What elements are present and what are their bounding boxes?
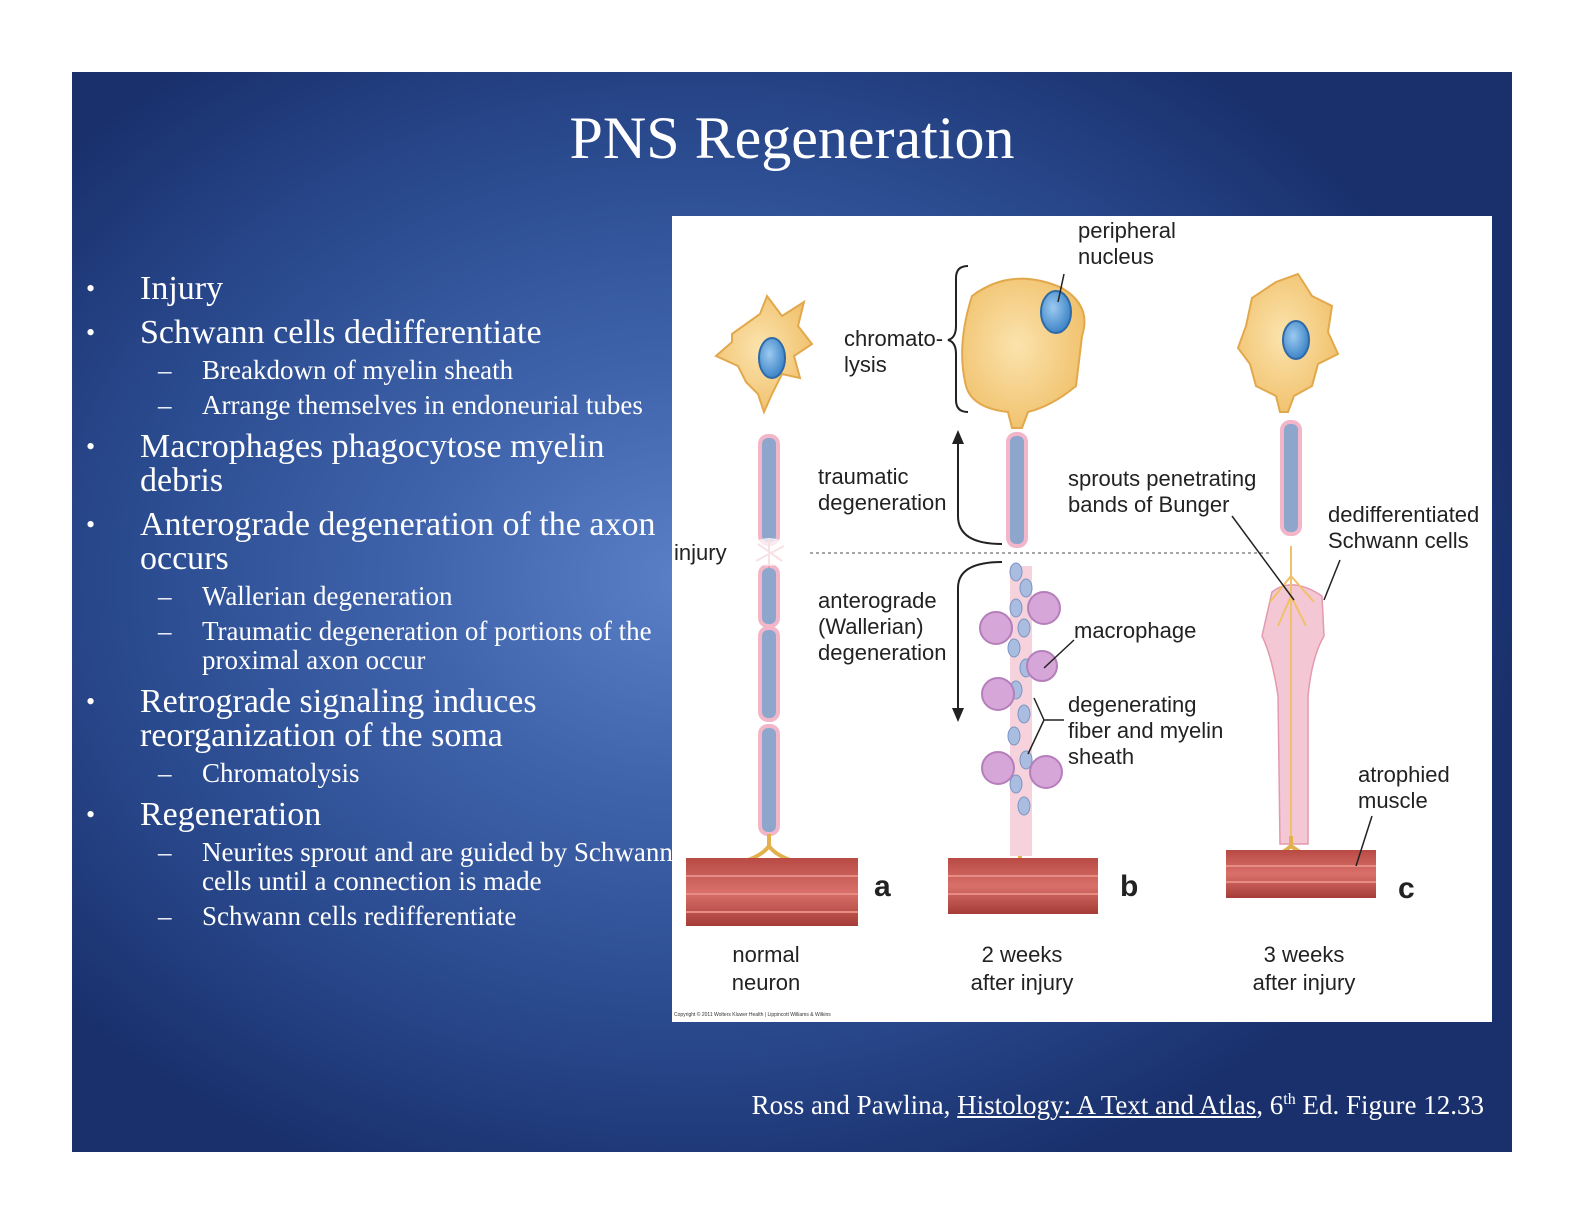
panel-b-neuron — [947, 265, 1098, 914]
label-sprouts: bands of Bunger — [1068, 492, 1229, 517]
bullet-item: • Anterograde degeneration of the axon oc… — [82, 508, 682, 576]
label-chromatolysis: chromato- — [844, 326, 943, 351]
bullet-item: • Macrophages phagocytose myelin debris — [82, 430, 682, 498]
citation: Ross and Pawlina, Histology: A Text and … — [752, 1090, 1484, 1121]
panel-caption: 2 weeks — [982, 942, 1063, 967]
citation-book-title: Histology: A Text and Atlas — [957, 1090, 1257, 1120]
panel-letter: c — [1398, 872, 1415, 905]
bullet-symbol: • — [86, 432, 96, 461]
sub-bullet-text: Breakdown of myelin sheath — [202, 355, 514, 385]
figure-illustration: peripheral nucleus chromato- lysis traum… — [674, 218, 1479, 1018]
sub-bullet-text: Wallerian degeneration — [202, 581, 453, 611]
label-macrophage: macrophage — [1074, 618, 1196, 643]
citation-authors: Ross and Pawlina, — [751, 1090, 958, 1120]
label-peripheral-nucleus: nucleus — [1078, 244, 1154, 269]
panel-caption: normal — [732, 942, 799, 967]
sub-bullet-text: Traumatic degeneration of portions of th… — [202, 616, 652, 675]
citation-edition-sup: th — [1283, 1091, 1296, 1108]
sub-bullet-text: Arrange themselves in endoneurial tubes — [202, 390, 643, 420]
sub-bullet-item: – Traumatic degeneration of portions of t… — [82, 617, 682, 675]
bullet-symbol: • — [86, 274, 96, 303]
sub-bullet-item: – Schwann cells redifferentiate — [82, 902, 682, 931]
panel-c-neuron — [1226, 272, 1376, 898]
label-degenerating: sheath — [1068, 744, 1134, 769]
bullet-item: • Schwann cells dedifferentiate — [82, 316, 682, 350]
bullet-text: Schwann cells dedifferentiate — [140, 314, 542, 351]
panel-caption: after injury — [971, 970, 1074, 995]
panel-caption: 3 weeks — [1264, 942, 1345, 967]
leader-lines — [1027, 273, 1373, 867]
panel-letter: b — [1120, 870, 1138, 903]
sub-bullet-text: Neurites sprout and are guided by Schwan… — [202, 837, 673, 896]
bullet-list: • Injury • Schwann cells dedifferentiate –… — [82, 262, 682, 931]
label-traumatic-degeneration: degeneration — [818, 490, 946, 515]
label-peripheral-nucleus: peripheral — [1078, 218, 1176, 243]
sub-bullet-item: – Neurites sprout and are guided by Schwa… — [82, 838, 682, 896]
panel-caption: after injury — [1253, 970, 1356, 995]
label-traumatic-degeneration: traumatic — [818, 464, 908, 489]
label-atrophied-muscle: muscle — [1358, 788, 1428, 813]
sub-bullet-item: – Chromatolysis — [82, 759, 682, 788]
label-anterograde: anterograde — [818, 588, 937, 613]
bullet-text: Regeneration — [140, 796, 322, 833]
citation-figure-ref: Ed. Figure 12.33 — [1295, 1090, 1485, 1120]
bullet-item: • Injury — [82, 272, 682, 306]
sub-bullet-text: Schwann cells redifferentiate — [202, 901, 517, 931]
bullet-symbol: • — [86, 510, 96, 539]
dash-symbol: – — [158, 901, 172, 931]
figure-labels: peripheral nucleus chromato- lysis traum… — [674, 218, 1479, 1018]
label-degenerating: degenerating — [1068, 692, 1196, 717]
dash-symbol: – — [158, 837, 172, 867]
macrophage-cells — [979, 591, 1063, 789]
bullet-symbol: • — [86, 800, 96, 829]
sub-bullet-item: – Breakdown of myelin sheath — [82, 356, 682, 385]
label-sprouts: sprouts penetrating — [1068, 466, 1256, 491]
label-anterograde: degeneration — [818, 640, 946, 665]
label-anterograde: (Wallerian) — [818, 614, 924, 639]
nerve-regeneration-figure: peripheral nucleus chromato- lysis traum… — [672, 216, 1492, 1022]
bullet-text: Macrophages phagocytose myelin debris — [140, 428, 605, 499]
sub-bullet-item: – Arrange themselves in endoneurial tubes — [82, 391, 682, 420]
bullet-text: Anterograde degeneration of the axon occ… — [140, 506, 656, 577]
bullet-text: Retrograde signaling induces reorganizat… — [140, 683, 537, 754]
bullet-item: • Regeneration — [82, 798, 682, 832]
label-atrophied-muscle: atrophied — [1358, 762, 1450, 787]
label-injury: injury — [674, 540, 727, 565]
panel-caption: neuron — [732, 970, 801, 995]
dash-symbol: – — [158, 616, 172, 646]
dash-symbol: – — [158, 758, 172, 788]
sub-bullet-text: Chromatolysis — [202, 758, 360, 788]
figure-copyright: Copyright © 2011 Wolters Kluwer Health |… — [674, 1011, 831, 1018]
sub-bullet-item: – Wallerian degeneration — [82, 582, 682, 611]
bullet-symbol: • — [86, 318, 96, 347]
dash-symbol: – — [158, 355, 172, 385]
bullet-item: • Retrograde signaling induces reorganiza… — [82, 685, 682, 753]
slide-title: PNS Regeneration — [569, 105, 1015, 171]
bullet-symbol: • — [86, 687, 96, 716]
panel-letter: a — [874, 870, 891, 903]
slide: PNS Regeneration • Injury • Schwann cells … — [72, 72, 1512, 1152]
citation-edition: , 6 — [1256, 1090, 1284, 1120]
label-chromatolysis: lysis — [844, 352, 887, 377]
label-degenerating: fiber and myelin — [1068, 718, 1223, 743]
panel-a-neuron — [686, 293, 858, 926]
dash-symbol: – — [158, 581, 172, 611]
label-dedifferentiated: dedifferentiated — [1328, 502, 1479, 527]
dash-symbol: – — [158, 390, 172, 420]
label-dedifferentiated: Schwann cells — [1328, 528, 1469, 553]
bullet-text: Injury — [140, 270, 224, 307]
